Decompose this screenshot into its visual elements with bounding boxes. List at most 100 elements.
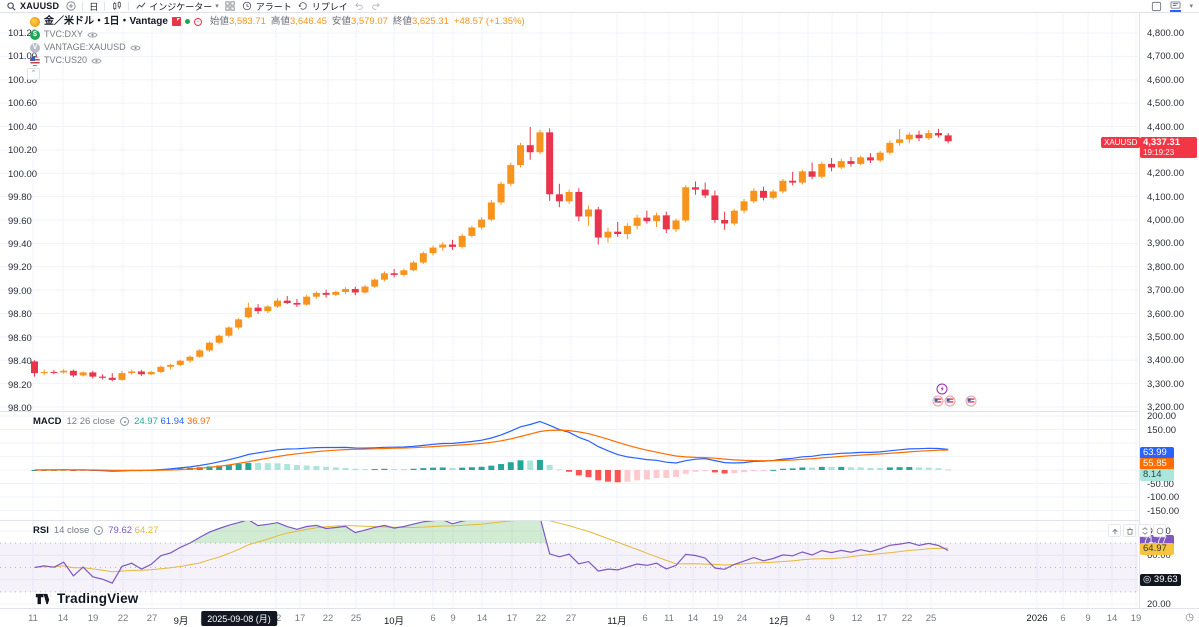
macd-legend[interactable]: MACD 12 26 close 24.97 61.94 36.97	[33, 416, 211, 427]
chart-canvas[interactable]	[0, 13, 1199, 627]
symbol-price-tag: XAUUSD	[1101, 137, 1141, 149]
price-tick-label: 3,800.00	[1147, 261, 1184, 273]
rsi-tick-label: 60.00	[1147, 550, 1171, 562]
symbol-legend: 金／米ドル・1日・Vantage − 始値3,583.71 高値3,646.45…	[27, 15, 525, 80]
symbol-search-button[interactable]: XAUUSD	[6, 1, 59, 12]
time-label: 9	[829, 613, 835, 624]
visibility-eye-icon[interactable]	[130, 44, 141, 52]
time-label: 27	[146, 613, 158, 624]
change-value: +48.57 (+1.35%)	[453, 16, 525, 27]
time-label: 19	[1130, 613, 1142, 624]
macd-value-label: 8.14	[1140, 468, 1174, 481]
undo-icon[interactable]	[354, 1, 365, 12]
pane-collapse-button[interactable]	[1138, 524, 1151, 537]
price-tick-label: 4,200.00	[1147, 168, 1184, 180]
chevron-down-icon[interactable]: ▾	[1189, 3, 1193, 10]
time-label: 11	[664, 613, 674, 624]
left-price-tick-label: 100.00	[8, 168, 38, 180]
interval-button[interactable]: 日	[89, 1, 99, 12]
macd-tick-label: 150.00	[1147, 424, 1177, 436]
time-label: 17	[506, 613, 518, 624]
macd-pane	[31, 420, 952, 483]
tradingview-mark-icon	[35, 593, 52, 604]
price-tick-label: 4,500.00	[1147, 98, 1184, 110]
price-tick-label: 3,400.00	[1147, 355, 1184, 367]
legend-collapse-button[interactable]: ⌃	[27, 68, 40, 80]
time-label: 19	[712, 613, 724, 624]
price-tick-label: 4,100.00	[1147, 191, 1184, 203]
chart-style-icon[interactable]	[111, 1, 122, 12]
time-label: 25	[350, 613, 362, 624]
left-price-tick-label: 101.20	[8, 28, 38, 39]
candles	[31, 126, 952, 382]
price-tick-label: 4,700.00	[1147, 51, 1184, 63]
compare-series-symbol: VANTAGE:XAUUSD	[44, 42, 126, 52]
price-tick-label: 4,000.00	[1147, 215, 1184, 226]
indicator-status-icon	[94, 526, 104, 535]
add-symbol-icon[interactable]	[65, 1, 76, 12]
series-title: 金／米ドル・1日・Vantage	[44, 16, 168, 27]
top-toolbar: XAUUSD 日 インジケーター ▾ アラート	[0, 0, 1199, 13]
time-label: 14	[687, 613, 699, 624]
indicator-templates-icon[interactable]	[225, 1, 236, 12]
last-price-label: 4,337.31 19:19:23	[1140, 137, 1197, 159]
price-tick-label: 3,500.00	[1147, 331, 1184, 343]
compare-series-row[interactable]: TVC:US20	[30, 54, 525, 67]
pane-move-up-button[interactable]	[1108, 524, 1121, 537]
compare-series-row[interactable]: $ TVC:DXY	[30, 28, 525, 41]
indicators-icon	[135, 1, 146, 12]
left-price-tick-label: 98.80	[8, 309, 32, 321]
main-series-row[interactable]: 金／米ドル・1日・Vantage − 始値3,583.71 高値3,646.45…	[30, 15, 525, 28]
chevron-down-icon: ▾	[215, 3, 219, 10]
publish-icon[interactable]	[1170, 0, 1182, 12]
toolbar-separator	[82, 1, 84, 11]
price-tick-label: 3,900.00	[1147, 238, 1184, 250]
tradingview-logo[interactable]: TradingView	[35, 591, 138, 606]
compare-series-row[interactable]: V VANTAGE:XAUUSD	[30, 41, 525, 54]
time-label: 14	[1106, 613, 1118, 624]
vantage-logo-icon: V	[30, 42, 40, 53]
time-axis[interactable]: 11 14 19 22 27 9月 12 17 22 25 10月 6 9 14 17 22 27 11月 6 11 1…	[0, 608, 1199, 627]
replay-button[interactable]: リプレイ	[298, 0, 348, 13]
grid	[0, 14, 1138, 608]
time-label: 9	[450, 613, 456, 624]
left-price-tick-label: 99.60	[8, 215, 32, 227]
indicators-button[interactable]: インジケーター ▾	[135, 0, 219, 13]
close-value: 3,625.31	[411, 16, 449, 27]
time-settings-icon[interactable]: ◷	[1185, 612, 1194, 623]
time-label: 4	[805, 613, 811, 624]
chart-area[interactable]: 金／米ドル・1日・Vantage − 始値3,583.71 高値3,646.45…	[0, 13, 1199, 627]
time-label: 25	[925, 613, 937, 624]
event-badges[interactable]	[932, 383, 977, 407]
alert-button[interactable]: アラート	[242, 0, 292, 13]
pane-maximize-button[interactable]	[1153, 524, 1166, 537]
layout-icon[interactable]	[1151, 1, 1162, 12]
time-label: 19	[87, 613, 99, 624]
crosshair-date-badge: 2025-09-08 (月)	[201, 611, 277, 626]
replay-icon	[298, 1, 309, 12]
time-label: 17	[876, 613, 888, 624]
visibility-eye-icon[interactable]	[91, 57, 102, 65]
last-price-value: 4,337.31	[1143, 137, 1180, 149]
macd-tick-label: -50.00	[1147, 478, 1174, 490]
rsi-legend[interactable]: RSI 14 close 79.62 64.27	[33, 525, 159, 536]
ohlc-values: 始値3,583.71 高値3,646.45 安値3,579.07 終値3,625…	[209, 16, 525, 27]
us-flag-icon	[30, 55, 40, 66]
time-label: 22	[535, 613, 547, 624]
toolbar-separator	[128, 1, 130, 11]
search-icon	[6, 1, 17, 12]
redo-icon[interactable]	[371, 1, 382, 12]
pane-delete-button[interactable]	[1123, 524, 1136, 537]
left-price-tick-label: 100.80	[8, 74, 38, 86]
macd-value-label: 55.85	[1140, 457, 1174, 470]
vantage-logo-icon	[171, 17, 181, 26]
price-tick-label: 4,600.00	[1147, 74, 1184, 86]
rsi-values: 79.62 64.27	[108, 525, 159, 536]
left-price-tick-label: 100.20	[8, 145, 38, 157]
macd-tick-label: -100.00	[1147, 492, 1180, 503]
indicator-status-icon	[120, 417, 130, 426]
visibility-eye-icon[interactable]	[87, 31, 98, 39]
left-price-axis[interactable]: 101.20 101.00 100.80 100.60 100.40 100.20 100.…	[0, 13, 46, 608]
time-label: 14	[57, 613, 69, 624]
